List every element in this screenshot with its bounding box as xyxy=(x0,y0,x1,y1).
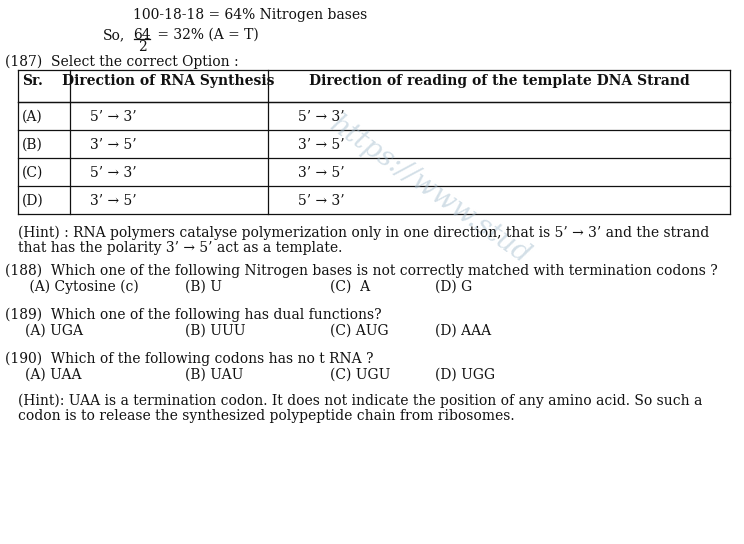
Text: 3’ → 5’: 3’ → 5’ xyxy=(298,166,344,180)
Text: (Hint): UAA is a termination codon. It does not indicate the position of any ami: (Hint): UAA is a termination codon. It d… xyxy=(18,394,702,409)
Text: = 32% (A = T): = 32% (A = T) xyxy=(153,28,259,42)
Text: (A) UAA: (A) UAA xyxy=(25,368,82,382)
Text: 64: 64 xyxy=(133,28,151,42)
Text: 3’ → 5’: 3’ → 5’ xyxy=(298,138,344,152)
Text: 5’ → 3’: 5’ → 3’ xyxy=(298,110,344,124)
Text: 3’ → 5’: 3’ → 5’ xyxy=(90,138,137,152)
Text: (D) UGG: (D) UGG xyxy=(435,368,495,382)
Text: (190)  Which of the following codons has no t RNA ?: (190) Which of the following codons has … xyxy=(5,352,373,367)
Text: (A) Cytosine (c): (A) Cytosine (c) xyxy=(25,280,138,294)
Text: (D) G: (D) G xyxy=(435,280,472,294)
Text: (C)  A: (C) A xyxy=(330,280,370,294)
Text: 5’ → 3’: 5’ → 3’ xyxy=(90,166,137,180)
Text: (189)  Which one of the following has dual functions?: (189) Which one of the following has dua… xyxy=(5,308,382,323)
Text: (C) UGU: (C) UGU xyxy=(330,368,391,382)
Text: codon is to release the synthesized polypeptide chain from ribosomes.: codon is to release the synthesized poly… xyxy=(18,409,515,423)
Text: (C) AUG: (C) AUG xyxy=(330,324,388,338)
Text: 3’ → 5’: 3’ → 5’ xyxy=(90,194,137,208)
Text: 2: 2 xyxy=(138,40,147,54)
Text: 5’ → 3’: 5’ → 3’ xyxy=(90,110,137,124)
Text: 5’ → 3’: 5’ → 3’ xyxy=(298,194,344,208)
Text: (187)  Select the correct Option :: (187) Select the correct Option : xyxy=(5,55,239,70)
Text: (A): (A) xyxy=(22,110,42,124)
Text: (D): (D) xyxy=(22,194,44,208)
Text: Direction of RNA Synthesis: Direction of RNA Synthesis xyxy=(62,74,275,88)
Text: 100-18-18 = 64% Nitrogen bases: 100-18-18 = 64% Nitrogen bases xyxy=(133,8,368,22)
Text: (C): (C) xyxy=(22,166,43,180)
Text: that has the polarity 3’ → 5’ act as a template.: that has the polarity 3’ → 5’ act as a t… xyxy=(18,241,342,255)
Text: So,: So, xyxy=(103,28,125,42)
Text: (B) U: (B) U xyxy=(185,280,222,294)
Text: https://www.stud: https://www.stud xyxy=(324,110,535,269)
Text: Sr.: Sr. xyxy=(22,74,43,88)
Text: (B) UUU: (B) UUU xyxy=(185,324,246,338)
Text: Direction of reading of the template DNA Strand: Direction of reading of the template DNA… xyxy=(309,74,690,88)
Text: (B) UAU: (B) UAU xyxy=(185,368,243,382)
Text: (Hint) : RNA polymers catalyse polymerization only in one direction, that is 5’ : (Hint) : RNA polymers catalyse polymeriz… xyxy=(18,226,709,240)
Text: (188)  Which one of the following Nitrogen bases is not correctly matched with t: (188) Which one of the following Nitroge… xyxy=(5,264,718,279)
Text: (B): (B) xyxy=(22,138,43,152)
Text: (D) AAA: (D) AAA xyxy=(435,324,491,338)
Text: (A) UGA: (A) UGA xyxy=(25,324,83,338)
